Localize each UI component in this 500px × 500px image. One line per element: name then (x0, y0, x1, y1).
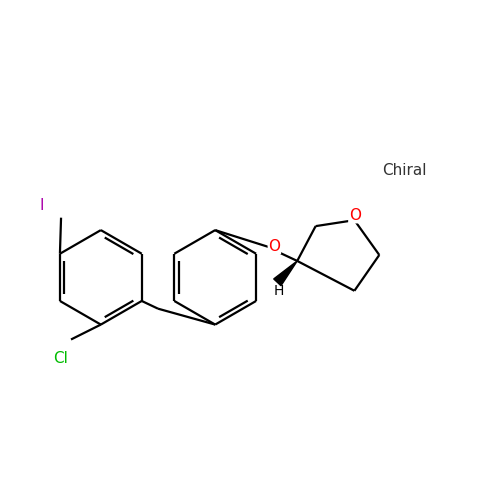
Text: H: H (274, 284, 284, 298)
Polygon shape (274, 261, 297, 285)
Text: Chiral: Chiral (382, 163, 426, 178)
Text: I: I (40, 198, 44, 213)
Text: O: O (268, 238, 280, 254)
Text: Cl: Cl (54, 351, 68, 366)
Text: O: O (349, 208, 361, 222)
